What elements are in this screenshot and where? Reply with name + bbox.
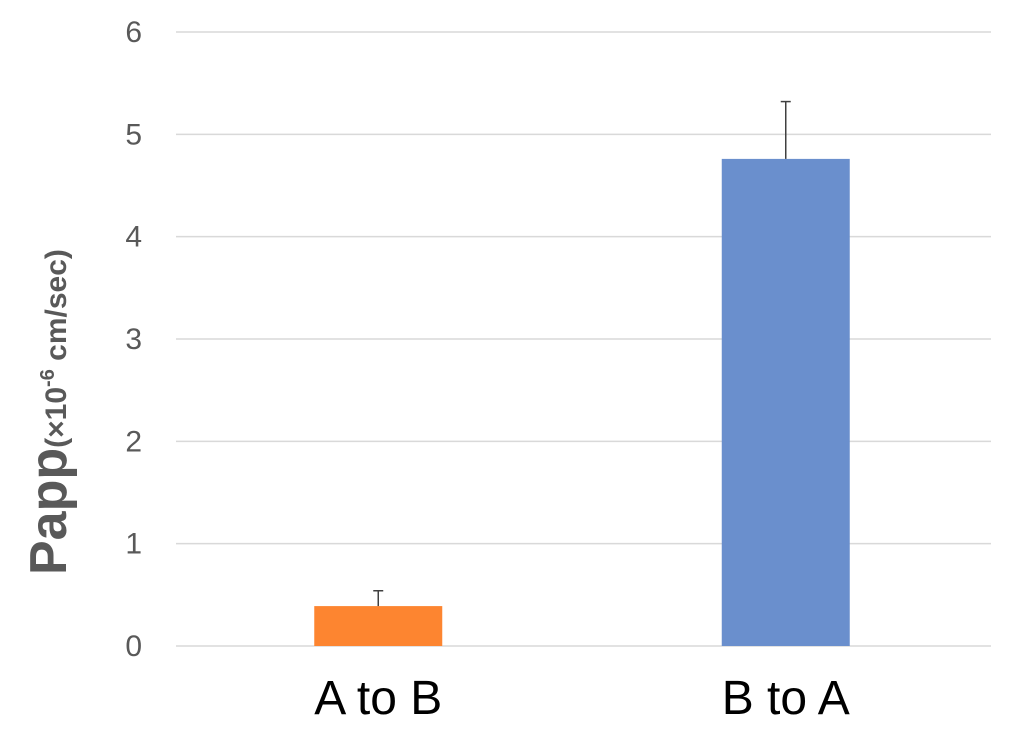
y-axis-label-unit-rest: cm/sec)	[40, 249, 73, 369]
y-axis-label-exponent: -6	[37, 369, 59, 387]
y-axis-label: Papp(×10-6 cm/sec)	[20, 249, 78, 575]
y-tick-label-1: 1	[125, 528, 142, 561]
bar-1	[314, 606, 443, 646]
y-tick-labels: 0 1 2 3 4 5 6	[125, 16, 142, 663]
x-category-label-1: A to B	[314, 672, 442, 725]
x-category-label-2: B to A	[722, 672, 850, 725]
y-axis-label-unit: (×10	[40, 387, 73, 448]
y-tick-label-2: 2	[125, 425, 142, 458]
gridlines	[176, 31, 991, 647]
y-tick-label-6: 6	[125, 16, 142, 49]
x-category-labels: A to B B to A	[314, 672, 850, 725]
y-axis-label-main: Papp	[20, 448, 78, 575]
y-tick-label-3: 3	[125, 323, 142, 356]
bar-2	[721, 158, 850, 647]
y-tick-label-0: 0	[125, 630, 142, 663]
y-tick-label-5: 5	[125, 118, 142, 151]
bars	[314, 158, 850, 647]
y-tick-label-4: 4	[125, 221, 142, 254]
error-bars	[373, 100, 791, 607]
